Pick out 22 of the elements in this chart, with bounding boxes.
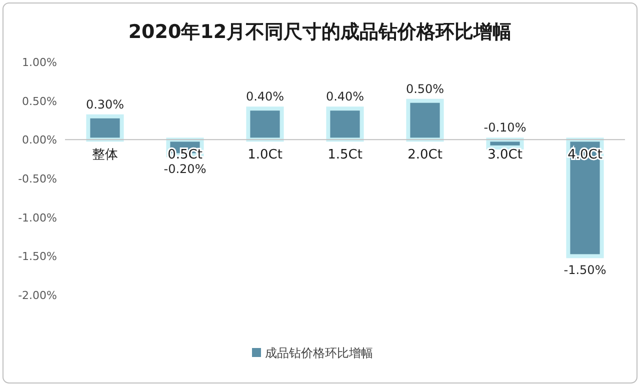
y-tick-label: -1.50% <box>18 250 57 264</box>
legend-label: 成品钻价格环比增幅 <box>265 346 373 360</box>
y-tick-label: 1.00% <box>22 56 57 69</box>
x-tick-label: 1.5Ct <box>328 148 362 163</box>
x-tick-label: 2.0Ct <box>408 148 442 163</box>
data-label: -0.10% <box>484 120 526 135</box>
x-tick-label: 0.5Ct <box>168 148 202 163</box>
x-tick-label: 3.0Ct <box>488 148 522 163</box>
chart-title: 2020年12月不同尺寸的成品钻价格环比增幅 <box>128 21 512 43</box>
data-label: 0.30% <box>86 97 124 112</box>
y-tick-label: -1.00% <box>18 211 57 224</box>
data-label: 0.50% <box>406 82 444 96</box>
x-tick-label: 1.0Ct <box>248 148 282 163</box>
data-label: -1.50% <box>564 263 606 278</box>
y-tick-label: -2.00% <box>18 289 57 302</box>
y-tick-label: 0.00% <box>22 134 57 147</box>
y-tick-label: 0.50% <box>22 94 57 108</box>
data-label: -0.20% <box>164 162 206 176</box>
data-label: 0.40% <box>246 90 284 104</box>
x-tick-label: 整体 <box>92 148 118 163</box>
data-label: 0.40% <box>326 90 364 104</box>
y-tick-label: -0.50% <box>18 172 57 186</box>
